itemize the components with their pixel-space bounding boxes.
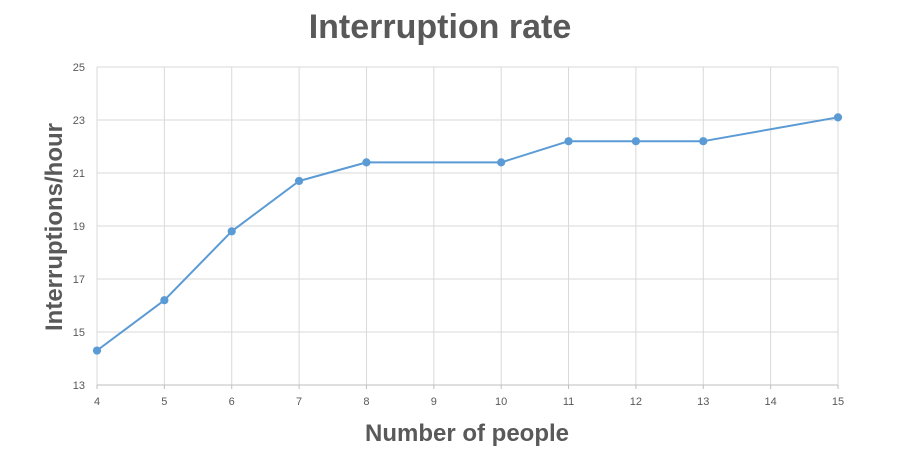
y-tick-label: 25 [73, 62, 85, 74]
grid [96, 66, 839, 385]
data-point [362, 158, 371, 167]
data-point [564, 137, 573, 146]
x-tick-label: 15 [832, 396, 844, 408]
y-tick-label: 15 [73, 327, 85, 339]
series [92, 113, 843, 355]
x-tick-label: 11 [563, 396, 574, 408]
x-tick-label: 9 [431, 396, 437, 408]
x-tick-label: 7 [296, 396, 302, 408]
y-tick-label: 19 [73, 221, 85, 233]
x-tick-label: 13 [697, 396, 709, 408]
y-tick-label: 13 [73, 380, 85, 392]
axes [96, 384, 839, 389]
x-axis-title: Number of people [365, 420, 569, 447]
y-tick-label: 23 [73, 115, 85, 127]
y-axis-title: Interruptions/hour [41, 123, 68, 331]
x-tick-label: 8 [363, 396, 369, 408]
data-point [631, 137, 641, 146]
y-tick-label: 17 [73, 274, 85, 286]
x-tick-label: 6 [229, 396, 235, 408]
chart-title: Interruption rate [309, 8, 572, 46]
data-point [497, 158, 506, 167]
data-point [833, 113, 843, 122]
x-tick-label: 5 [161, 396, 167, 408]
x-tick-label: 4 [94, 396, 100, 408]
x-tick-label: 10 [495, 396, 507, 408]
data-point [294, 176, 304, 186]
series-line [96, 116, 839, 352]
x-tick-label: 14 [765, 396, 777, 408]
x-tick-labels: 4 5 6 7 8 9 10 11 12 13 14 15 [94, 396, 844, 408]
data-point [227, 227, 236, 236]
data-point [699, 137, 708, 146]
data-point [92, 346, 102, 355]
x-tick-label: 12 [630, 396, 642, 408]
y-tick-labels: 13 15 17 19 21 23 25 [73, 62, 85, 392]
y-tick-label: 21 [73, 168, 85, 180]
data-point [160, 296, 169, 305]
